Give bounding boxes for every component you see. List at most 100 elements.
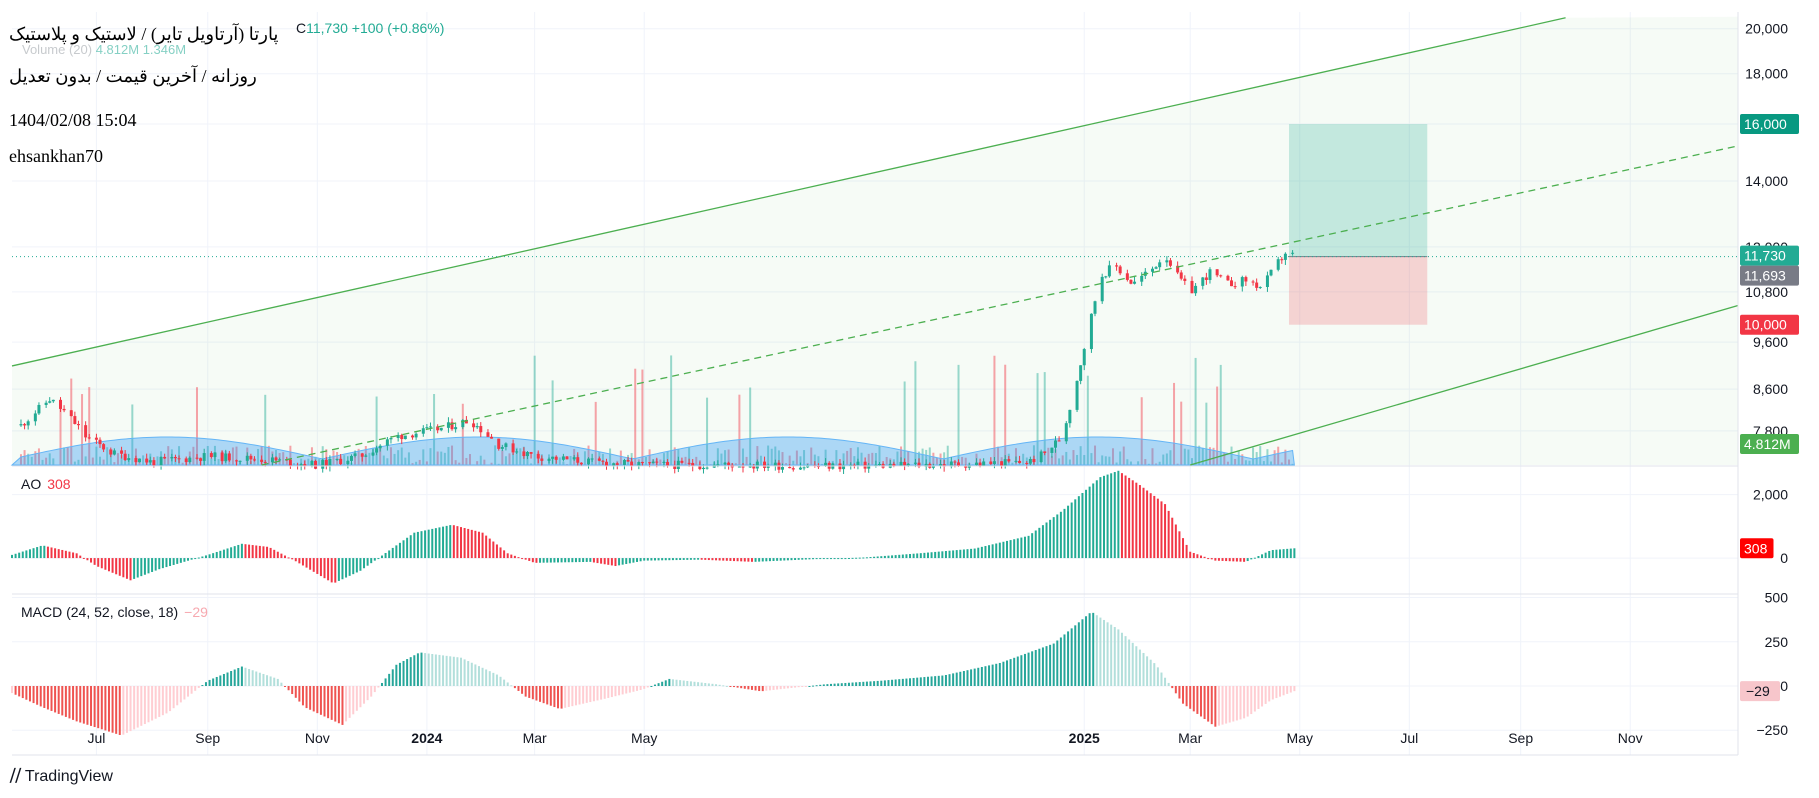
ao-bar bbox=[883, 555, 886, 559]
ao-bar bbox=[1235, 558, 1238, 562]
macd-bar bbox=[549, 686, 552, 706]
candle bbox=[364, 455, 368, 457]
volume-bar bbox=[357, 448, 360, 465]
ao-bar bbox=[269, 547, 272, 559]
macd-bar bbox=[1081, 619, 1084, 686]
macd-bar bbox=[82, 686, 85, 724]
volume-bar bbox=[609, 448, 612, 465]
macd-axis[interactable]: 500 250 0 −250 bbox=[1756, 590, 1788, 739]
candle bbox=[648, 462, 652, 464]
candle bbox=[389, 438, 393, 440]
candle bbox=[1118, 266, 1122, 274]
macd-bar bbox=[632, 686, 635, 692]
volume-bar bbox=[120, 455, 123, 465]
candle bbox=[640, 462, 644, 464]
macd-bar bbox=[1160, 672, 1163, 686]
ao-axis[interactable]: 2,000 0 bbox=[1753, 487, 1788, 567]
ao-bar bbox=[169, 558, 172, 567]
candle bbox=[335, 458, 339, 460]
macd-bar bbox=[560, 686, 563, 709]
volume-bar bbox=[451, 445, 454, 465]
ao-bar bbox=[506, 553, 509, 559]
ao-bar bbox=[535, 558, 538, 563]
macd-bar bbox=[463, 659, 466, 686]
ao-bar bbox=[1020, 537, 1023, 559]
volume-bar bbox=[724, 450, 727, 465]
ao-bar bbox=[733, 558, 736, 562]
candle bbox=[195, 457, 199, 459]
volume-bar bbox=[1219, 364, 1222, 465]
macd-bar bbox=[442, 655, 445, 686]
ao-bar bbox=[427, 529, 430, 559]
candle bbox=[314, 460, 318, 469]
ao-bar bbox=[28, 549, 31, 559]
volume-bar bbox=[397, 450, 400, 465]
channel-lower-line[interactable] bbox=[1190, 304, 1739, 466]
macd-bar bbox=[1063, 634, 1066, 686]
volume-bar bbox=[235, 446, 238, 465]
candle bbox=[1007, 459, 1011, 462]
volume-legend-values: 4.812M 1.346M bbox=[95, 42, 187, 57]
volume-ma-area bbox=[10, 436, 1295, 466]
chart-grid bbox=[12, 12, 1738, 755]
volume-bar bbox=[896, 451, 899, 465]
volume-bar bbox=[479, 455, 482, 465]
candle bbox=[274, 457, 278, 461]
volume-bar bbox=[415, 461, 418, 465]
macd-bar bbox=[1041, 647, 1044, 686]
candle bbox=[1028, 458, 1032, 464]
volume-bar bbox=[127, 459, 130, 465]
ao-bar bbox=[578, 558, 581, 563]
ao-bar bbox=[693, 558, 696, 560]
macd-bar bbox=[693, 681, 696, 686]
volume-bar bbox=[494, 445, 497, 465]
macd-bar bbox=[833, 683, 836, 686]
ao-bar bbox=[1146, 490, 1149, 559]
channel-upper-line[interactable] bbox=[11, 17, 1566, 367]
volume-bar bbox=[935, 457, 938, 465]
candle bbox=[565, 456, 569, 460]
candle bbox=[978, 462, 982, 466]
take-profit-zone[interactable] bbox=[1288, 124, 1428, 257]
ao-bar bbox=[413, 532, 416, 559]
price-axis[interactable]: 20,00018,00016,00014,00012,00010,8009,60… bbox=[1745, 21, 1788, 439]
candle bbox=[436, 426, 440, 431]
ao-bar bbox=[11, 554, 13, 559]
macd-bar bbox=[758, 686, 761, 692]
ao-bar bbox=[255, 545, 258, 559]
ao-bar bbox=[549, 558, 552, 563]
macd-bar bbox=[197, 686, 200, 688]
volume-bar bbox=[727, 449, 730, 465]
candle bbox=[1283, 253, 1287, 260]
ao-bar bbox=[977, 547, 980, 559]
ao-bar bbox=[283, 555, 286, 559]
macd-bar bbox=[323, 686, 326, 717]
macd-bar bbox=[359, 686, 362, 708]
volume-bar bbox=[393, 453, 396, 465]
ao-bar bbox=[962, 549, 965, 559]
macd-bar bbox=[312, 686, 315, 712]
ao-bar bbox=[804, 558, 807, 560]
ao-bar bbox=[1221, 558, 1224, 561]
volume-bar bbox=[81, 394, 84, 465]
tradingview-logo[interactable]: ⧸⧸ TradingView bbox=[10, 768, 113, 786]
volume-bar bbox=[109, 450, 112, 465]
macd-bar bbox=[1164, 677, 1167, 686]
time-axis[interactable]: Jul Sep Nov 2024 Mar May 2025 Mar May Jul Sep Nov bbox=[87, 730, 1642, 746]
volume-bar bbox=[993, 355, 996, 465]
volume-bar bbox=[1277, 446, 1280, 465]
candle bbox=[303, 464, 307, 467]
ao-bar bbox=[556, 558, 559, 563]
candle bbox=[612, 463, 616, 467]
candle bbox=[324, 459, 328, 467]
macd-bar bbox=[1221, 686, 1224, 725]
candle bbox=[1075, 380, 1079, 410]
stop-loss-zone[interactable] bbox=[1288, 256, 1428, 325]
macd-bar bbox=[61, 686, 64, 716]
macd-bar bbox=[876, 680, 879, 686]
volume-bar bbox=[1090, 453, 1093, 465]
candle bbox=[1107, 265, 1111, 277]
volume-bar bbox=[210, 458, 213, 465]
volume-bar bbox=[1284, 449, 1287, 465]
volume-bar bbox=[849, 448, 852, 465]
